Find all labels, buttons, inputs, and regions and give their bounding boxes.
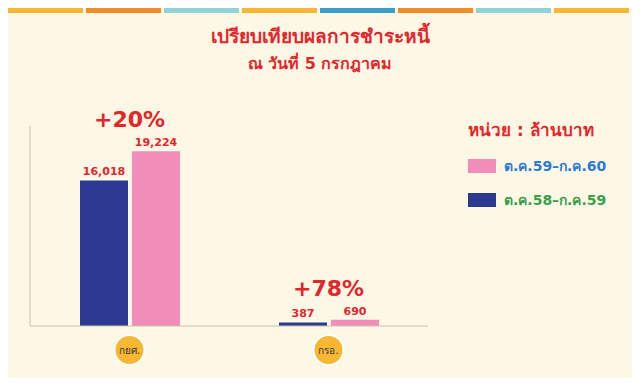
svg-text:19,224: 19,224: [135, 136, 178, 149]
html-text:ต.ค.59–ก.ค.60: ต.ค.59–ก.ค.60: [504, 158, 607, 174]
svg-text:กยศ.: กยศ.: [119, 345, 140, 356]
svg-text:+78%: +78%: [293, 276, 364, 301]
html-text:เปรียบเทียบผลการชำระหนี้: เปรียบเทียบผลการชำระหนี้: [210, 25, 430, 47]
svg-text:16,018: 16,018: [83, 165, 125, 178]
html-text:ต.ค.58–ก.ค.59: ต.ค.58–ก.ค.59: [504, 192, 607, 208]
svg-text:+20%: +20%: [94, 107, 165, 132]
svg-text:690: 690: [344, 305, 367, 318]
html-text:หน่วย : ล้านบาท: หน่วย : ล้านบาท: [468, 120, 594, 140]
svg-text:387: 387: [292, 307, 315, 320]
svg-text:กรอ.: กรอ.: [318, 345, 338, 356]
html-text:ณ วันที่ 5 กรกฎาคม: ณ วันที่ 5 กรกฎาคม: [247, 54, 393, 73]
